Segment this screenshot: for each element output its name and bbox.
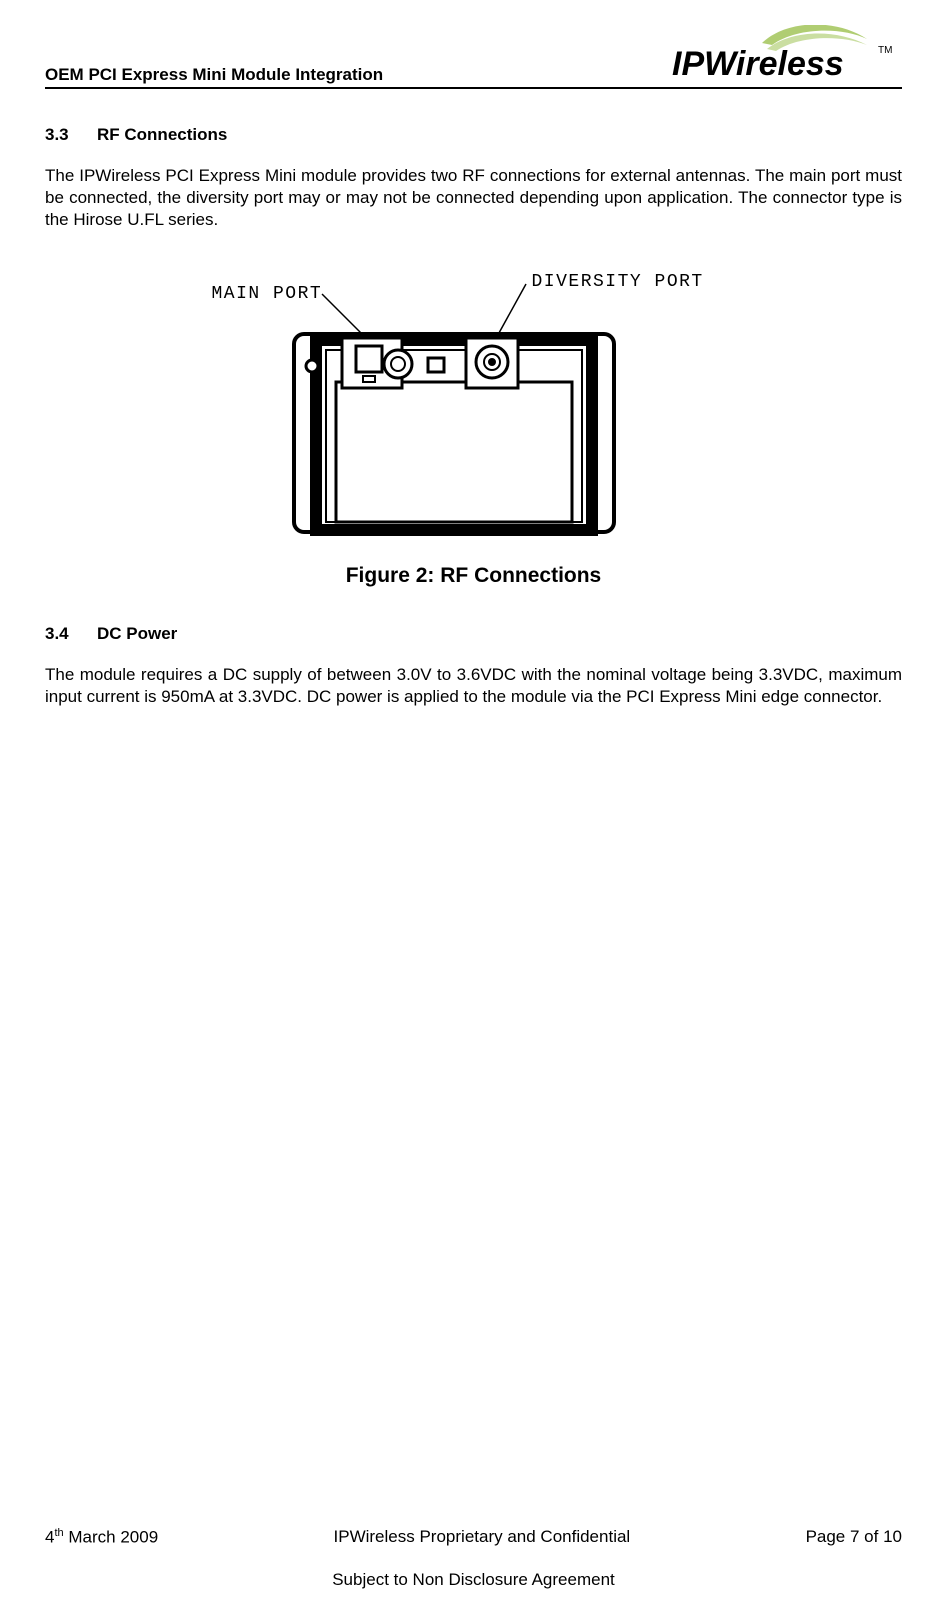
section-3-3-heading: 3.3RF Connections — [45, 125, 902, 145]
footer-date: 4th March 2009 — [45, 1527, 158, 1548]
figure-2-diagram: MAIN PORT DIVERSITY PORT TOP SIDE — [204, 272, 744, 534]
page-footer: 4th March 2009 IPWireless Proprietary an… — [45, 1527, 902, 1590]
footer-nda: Subject to Non Disclosure Agreement — [45, 1570, 902, 1590]
svg-text:IPWireless: IPWireless — [672, 45, 844, 83]
figure-2-caption: Figure 2: RF Connections — [45, 564, 902, 588]
header-title: OEM PCI Express Mini Module Integration — [45, 65, 383, 85]
ipwireless-logo: IPWireless TM — [672, 25, 902, 89]
section-3-4-title: DC Power — [97, 624, 177, 643]
section-3-3-title: RF Connections — [97, 125, 227, 144]
section-3-3-number: 3.3 — [45, 125, 97, 145]
figure-2-wrap: MAIN PORT DIVERSITY PORT TOP SIDE — [45, 272, 902, 534]
section-3-4-body: The module requires a DC supply of betwe… — [45, 664, 902, 708]
section-3-4-number: 3.4 — [45, 624, 97, 644]
footer-center: IPWireless Proprietary and Confidential — [334, 1527, 631, 1548]
section-3-3-body: The IPWireless PCI Express Mini module p… — [45, 165, 902, 230]
section-3-4-heading: 3.4DC Power — [45, 624, 902, 644]
footer-page-number: Page 7 of 10 — [806, 1527, 902, 1548]
svg-text:TM: TM — [878, 45, 892, 56]
page-header: OEM PCI Express Mini Module Integration … — [45, 25, 902, 89]
